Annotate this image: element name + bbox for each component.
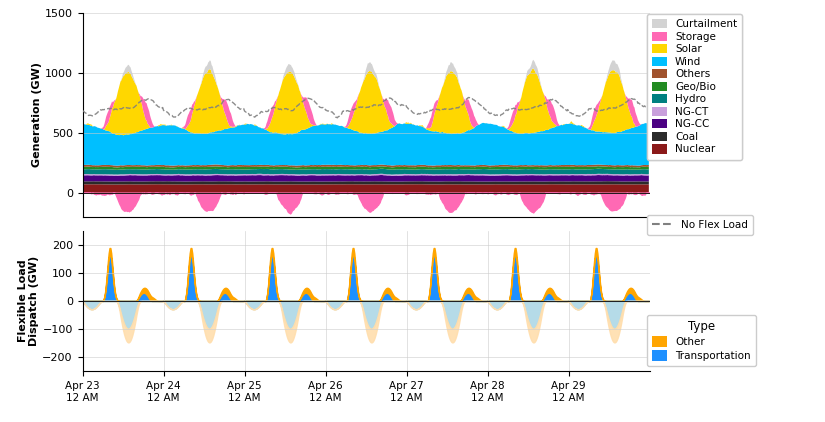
Y-axis label: Generation (GW): Generation (GW) xyxy=(32,62,42,167)
Y-axis label: Flexible Load
Dispatch (GW): Flexible Load Dispatch (GW) xyxy=(18,256,40,346)
Legend: Other, Transportation: Other, Transportation xyxy=(647,315,756,366)
Legend: Curtailment, Storage, Solar, Wind, Others, Geo/Bio, Hydro, NG-CT, NG-CC, Coal, N: Curtailment, Storage, Solar, Wind, Other… xyxy=(647,14,742,160)
